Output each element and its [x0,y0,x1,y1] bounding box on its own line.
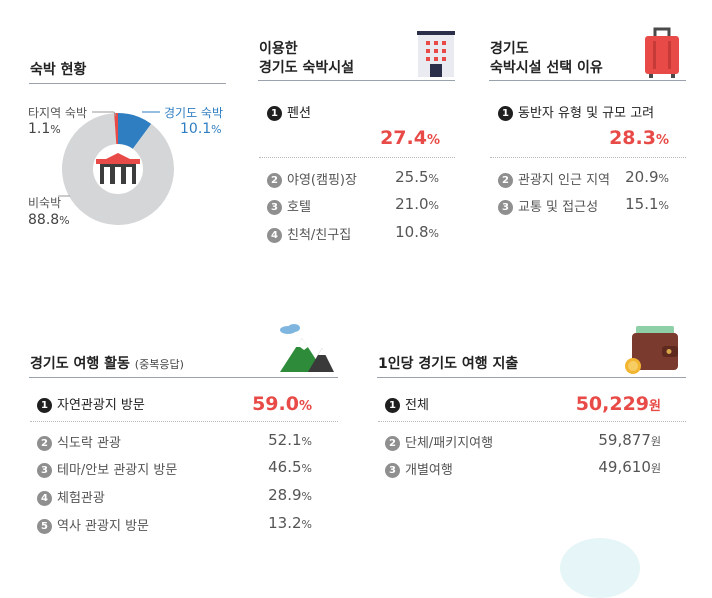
reason-title: 경기도 숙박시설 선택 이유 [490,40,603,78]
expense-item: 2 단체/패키지여행 [385,432,493,451]
rank-badge: 1 [37,398,52,413]
reason-top-item: 1 동반자 유형 및 규모 고려 [498,102,654,121]
reason-title-line1: 경기도 [490,41,529,57]
mountain-icon [280,324,334,372]
activity-title: 경기도 여행 활동 (중복응답) [30,356,184,372]
wallet-icon [625,326,678,374]
rank-badge: 3 [385,463,400,478]
reason-top-label: 동반자 유형 및 규모 고려 [518,106,655,121]
reason-divider [490,157,686,158]
facility-top-value: 27.4% [380,127,440,149]
facility-rule [258,80,455,81]
expense-item-value: 59,877원 [598,431,661,449]
reason-item: 3 교통 및 접근성 [498,196,598,215]
non-lodging-label: 비숙박 [28,196,62,210]
lodging-status-rule [29,83,226,84]
rank-badge: 3 [267,200,282,215]
leader-lines [58,111,160,197]
reason-rule [489,80,686,81]
activity-item-value: 28.9% [268,486,312,504]
rank-badge: 5 [37,519,52,534]
other-region-label: 타지역 숙박 [28,106,88,120]
rank-badge: 1 [498,106,513,121]
activity-rule [29,377,338,378]
rank-badge: 1 [267,106,282,121]
gyeonggi-value: 10.1% [180,121,222,137]
rank-badge: 4 [37,491,52,506]
activity-item-value: 46.5% [268,458,312,476]
expense-top-item: 1 전체 [385,394,429,413]
rank-badge: 3 [37,463,52,478]
facility-item: 3 호텔 [267,196,311,215]
activity-item-value: 13.2% [268,514,312,532]
expense-item: 3 개별여행 [385,459,453,478]
facility-item-value: 25.5% [395,168,439,186]
activity-title-note: (중복응답) [134,358,184,371]
activity-divider [30,421,338,422]
building-icon [417,31,455,77]
facility-divider [259,157,455,158]
rank-badge: 2 [385,436,400,451]
facility-title-line1: 이용한 [259,41,298,57]
activity-item: 2 식도락 관광 [37,432,121,451]
reason-top-value: 28.3% [609,127,669,149]
rank-badge: 2 [267,173,282,188]
facility-title: 이용한 경기도 숙박시설 [259,40,354,78]
lodging-status-title: 숙박 현황 [30,62,87,78]
facility-item-value: 21.0% [395,195,439,213]
activity-item-value: 52.1% [268,431,312,449]
rank-badge: 4 [267,228,282,243]
expense-title: 1인당 경기도 여행 지출 [378,356,519,372]
reason-item-value: 15.1% [625,195,669,213]
rank-badge: 2 [37,436,52,451]
rank-badge: 2 [498,173,513,188]
gyeonggi-label: 경기도 숙박 [164,106,224,120]
activity-top-label: 자연관광지 방문 [57,398,145,413]
facility-top-item: 1 펜션 [267,102,311,121]
reason-title-line2: 숙박시설 선택 이유 [490,60,603,76]
house-icon [96,153,140,184]
activity-item: 3 테마/안보 관광지 방문 [37,459,177,478]
rank-badge: 1 [385,398,400,413]
expense-rule [377,377,686,378]
expense-divider [378,421,686,422]
expense-top-label: 전체 [405,398,429,413]
activity-item: 5 역사 관광지 방문 [37,515,149,534]
non-lodging-value: 88.8% [28,212,70,228]
rank-badge: 3 [498,200,513,215]
facility-item: 4 친척/친구집 [267,224,351,243]
reason-item: 2 관광지 인근 지역 [498,169,610,188]
reason-item-value: 20.9% [625,168,669,186]
facility-item: 2 야영(캠핑)장 [267,169,357,188]
activity-top-item: 1 자연관광지 방문 [37,394,145,413]
activity-item: 4 체험관광 [37,487,105,506]
expense-top-value: 50,229원 [575,393,661,415]
activity-top-value: 59.0% [252,393,312,415]
facility-title-line2: 경기도 숙박시설 [259,60,355,76]
expense-item-value: 49,610원 [598,458,661,476]
other-region-value: 1.1% [28,121,61,137]
suitcase-icon [645,27,679,78]
facility-item-value: 10.8% [395,223,439,241]
decorative-blob [560,538,640,598]
facility-top-label: 펜션 [287,106,311,121]
lodging-donut [62,113,174,225]
